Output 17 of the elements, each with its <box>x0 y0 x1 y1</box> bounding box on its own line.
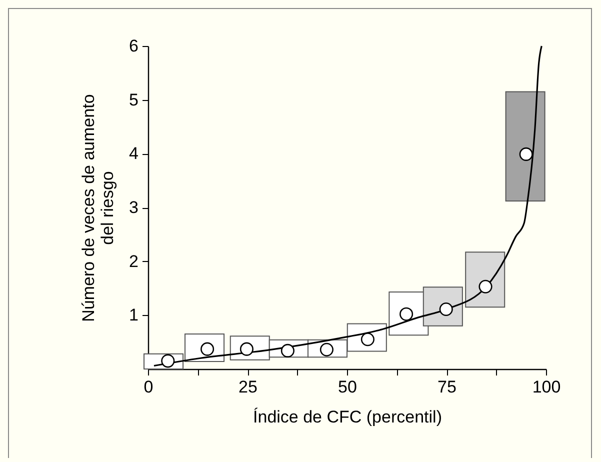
y-tick-label: 1 <box>129 306 138 325</box>
y-tick-label: 2 <box>129 252 138 271</box>
y-tick-label: 5 <box>129 90 138 110</box>
x-tick-label: 75 <box>438 378 456 396</box>
x-tick-label: 100 <box>532 378 561 396</box>
x-tick-label: 50 <box>338 378 357 396</box>
y-tick-label: 4 <box>129 144 138 164</box>
y-tick-label: 3 <box>129 198 138 217</box>
line-series <box>153 45 542 367</box>
bar <box>505 91 546 202</box>
x-tick-label: 25 <box>238 378 258 396</box>
y-axis-title: Número de veces de aumento del riesgo <box>79 94 118 322</box>
y-tick-label: 6 <box>129 36 138 56</box>
x-axis-title: Índice de CFC (percentil) <box>253 408 442 426</box>
point <box>519 147 533 161</box>
point <box>478 280 492 294</box>
x-tick-label: 0 <box>144 378 154 396</box>
